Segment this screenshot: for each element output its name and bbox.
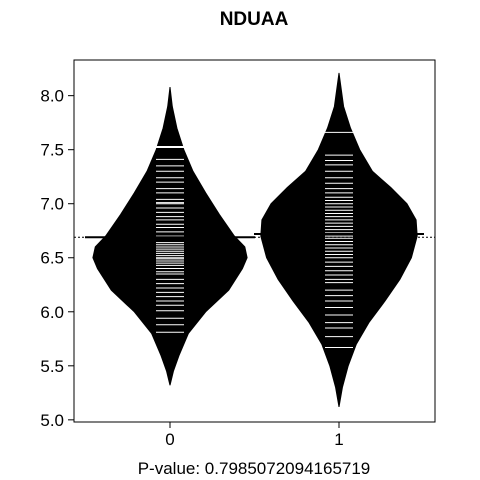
y-tick-label: 5.5 <box>40 357 64 376</box>
y-tick-label: 7.5 <box>40 141 64 160</box>
bean-1 <box>254 72 424 407</box>
x-axis-label: P-value: 0.7985072094165719 <box>138 459 371 478</box>
y-axis: 5.0 5.5 6.0 6.5 7.0 7.5 8.0 <box>40 87 74 430</box>
y-tick-label: 6.0 <box>40 303 64 322</box>
bean-density-shape <box>260 72 418 407</box>
plot-frame <box>73 59 436 423</box>
beans-layer <box>85 72 424 407</box>
y-tick-label: 8.0 <box>40 87 64 106</box>
bean-0 <box>85 86 255 386</box>
y-tick-label: 5.0 <box>40 411 64 430</box>
y-tick-label: 7.0 <box>40 195 64 214</box>
chart-title: NDUAA <box>220 9 289 30</box>
x-tick-label: 1 <box>334 430 343 449</box>
x-tick-label: 0 <box>165 430 174 449</box>
y-tick-label: 6.5 <box>40 249 64 268</box>
